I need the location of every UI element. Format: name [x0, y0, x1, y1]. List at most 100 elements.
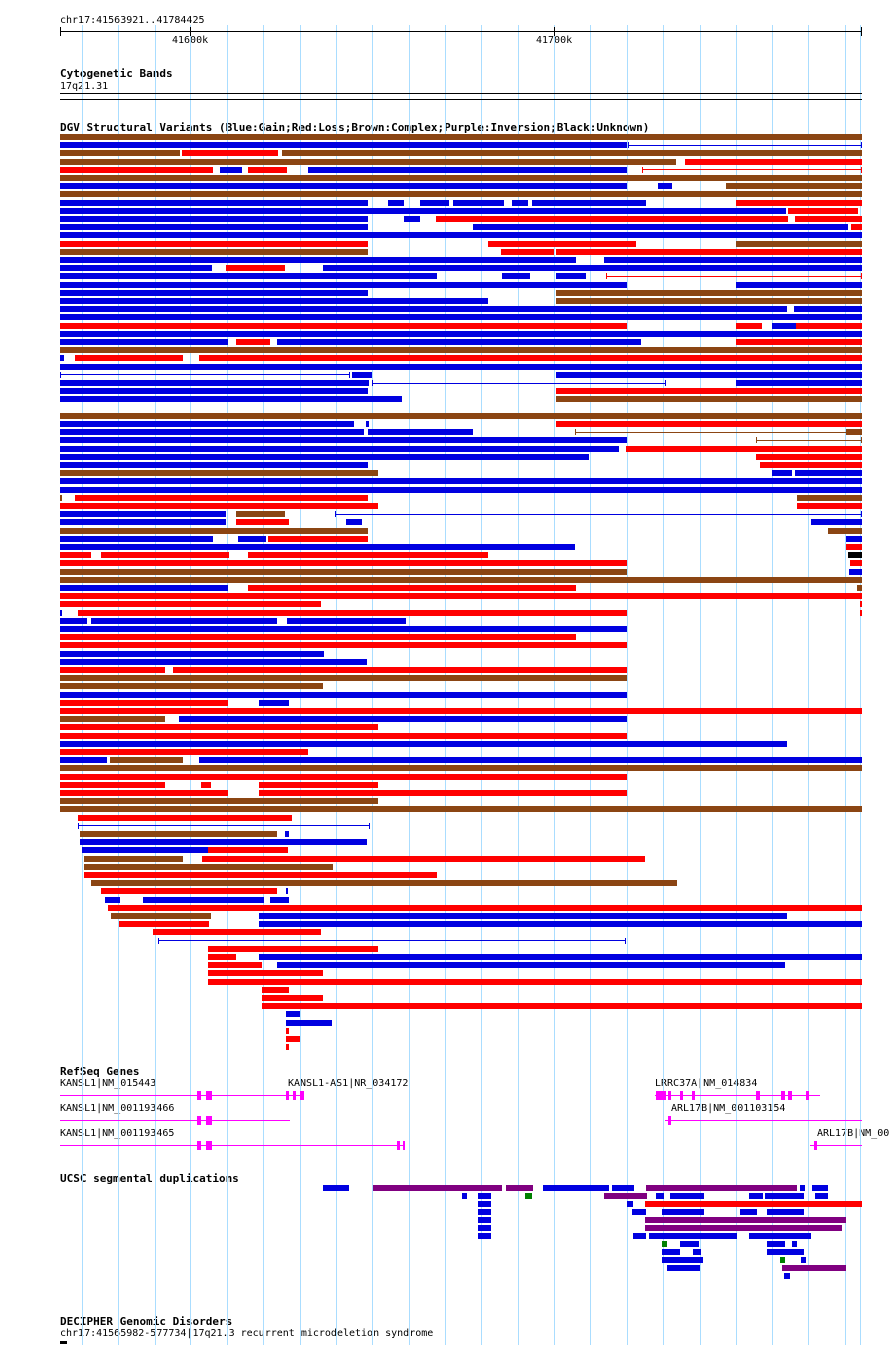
dgv-loss-variant[interactable] — [262, 995, 323, 1001]
dgv-complex-variant[interactable] — [60, 716, 165, 723]
dgv-loss-variant[interactable] — [861, 166, 862, 173]
segmental-duplication[interactable] — [815, 1193, 828, 1199]
dgv-loss-variant[interactable] — [286, 1027, 289, 1034]
dgv-complex-variant[interactable] — [60, 175, 862, 181]
dgv-loss-variant[interactable] — [208, 945, 378, 952]
segmental-duplication[interactable] — [478, 1209, 491, 1215]
dgv-gain-variant[interactable] — [220, 166, 242, 173]
dgv-gain-variant[interactable] — [60, 445, 619, 452]
dgv-loss-variant[interactable] — [60, 322, 627, 329]
segmental-duplication[interactable] — [662, 1241, 667, 1247]
dgv-gain-variant[interactable] — [60, 486, 862, 493]
dgv-gain-variant[interactable] — [60, 142, 627, 149]
dgv-gain-variant[interactable] — [60, 330, 862, 337]
dgv-loss-variant[interactable] — [60, 749, 308, 755]
dgv-complex-variant[interactable] — [60, 494, 62, 501]
dgv-gain-variant[interactable] — [60, 757, 107, 764]
dgv-loss-variant[interactable] — [248, 585, 576, 591]
dgv-loss-variant[interactable] — [236, 519, 289, 526]
gene-exon[interactable] — [806, 1091, 809, 1100]
dgv-loss-variant[interactable] — [60, 593, 862, 600]
dgv-gain-variant[interactable] — [604, 257, 862, 263]
dgv-loss-variant[interactable] — [626, 445, 862, 452]
dgv-loss-variant[interactable] — [501, 248, 554, 255]
gene-label-kansl1-nm001193465[interactable]: KANSL1|NM_001193465 — [60, 1128, 174, 1140]
gene-exon[interactable] — [293, 1091, 296, 1100]
dgv-complex-variant[interactable] — [60, 470, 378, 477]
dgv-gain-variant[interactable] — [60, 421, 354, 427]
dgv-loss-variant[interactable] — [556, 421, 862, 427]
dgv-gain-variant[interactable] — [60, 374, 350, 376]
dgv-gain-variant[interactable] — [335, 513, 862, 515]
dgv-loss-variant[interactable] — [78, 609, 627, 616]
dgv-complex-variant[interactable] — [282, 150, 862, 157]
dgv-complex-variant[interactable] — [91, 880, 677, 887]
dgv-loss-variant[interactable] — [60, 724, 378, 731]
segmental-duplication[interactable] — [662, 1209, 704, 1215]
dgv-loss-variant[interactable] — [760, 462, 862, 468]
dgv-loss-variant[interactable] — [84, 872, 437, 878]
gene-label-lrrc37a[interactable]: LRRC37A|NM_014834 — [655, 1078, 758, 1089]
dgv-gain-variant[interactable] — [60, 355, 64, 362]
dgv-gain-variant[interactable] — [60, 478, 862, 485]
dgv-gain-variant[interactable] — [60, 544, 575, 550]
dgv-loss-variant[interactable] — [259, 781, 378, 788]
dgv-gain-variant[interactable] — [60, 199, 368, 206]
dgv-loss-variant[interactable] — [436, 216, 788, 222]
dgv-loss-variant[interactable] — [236, 339, 270, 345]
dgv-gain-variant[interactable] — [473, 224, 848, 231]
gene-label-kansl1-nm001193466[interactable]: KANSL1|NM_001193466 — [60, 1103, 174, 1115]
gene-exon[interactable] — [197, 1091, 201, 1100]
segmental-duplication[interactable] — [800, 1185, 805, 1191]
dgv-gain-variant[interactable] — [420, 199, 449, 206]
dgv-gain-variant[interactable] — [259, 954, 862, 960]
dgv-loss-variant[interactable] — [208, 970, 323, 977]
dgv-loss-variant[interactable] — [556, 248, 862, 255]
dgv-loss-variant[interactable] — [60, 560, 627, 567]
gene-exon[interactable] — [668, 1116, 671, 1125]
segmental-duplication[interactable] — [462, 1193, 467, 1199]
dgv-loss-variant[interactable] — [108, 904, 862, 911]
dgv-loss-variant[interactable] — [286, 1036, 300, 1042]
dgv-gain-variant[interactable] — [665, 380, 666, 386]
dgv-gain-variant[interactable] — [287, 617, 406, 624]
dgv-loss-variant[interactable] — [606, 273, 607, 280]
dgv-loss-variant[interactable] — [173, 667, 627, 673]
dgv-gain-variant[interactable] — [60, 437, 627, 444]
dgv-loss-variant[interactable] — [606, 275, 862, 277]
dgv-gain-variant[interactable] — [60, 388, 368, 395]
dgv-gain-variant[interactable] — [285, 831, 289, 837]
gene-intron-line[interactable] — [60, 1095, 300, 1096]
dgv-complex-variant[interactable] — [828, 527, 862, 534]
dgv-gain-variant[interactable] — [628, 142, 629, 149]
gene-exon[interactable] — [206, 1141, 212, 1150]
dgv-loss-variant[interactable] — [60, 552, 91, 559]
dgv-loss-variant[interactable] — [226, 265, 285, 272]
segmental-duplication[interactable] — [478, 1225, 491, 1231]
segmental-duplication[interactable] — [740, 1209, 757, 1215]
dgv-complex-variant[interactable] — [60, 134, 862, 140]
segmental-duplication[interactable] — [525, 1193, 532, 1199]
segmental-duplication[interactable] — [767, 1249, 804, 1255]
dgv-gain-variant[interactable] — [861, 142, 862, 149]
dgv-complex-variant[interactable] — [846, 429, 862, 436]
gene-exon[interactable] — [814, 1141, 817, 1150]
gene-intron-line[interactable] — [655, 1095, 820, 1096]
dgv-gain-variant[interactable] — [277, 339, 641, 345]
dgv-loss-variant[interactable] — [860, 609, 862, 616]
dgv-gain-variant[interactable] — [532, 199, 646, 206]
dgv-loss-variant[interactable] — [736, 322, 762, 329]
dgv-gain-variant[interactable] — [60, 585, 228, 591]
dgv-complex-variant[interactable] — [60, 347, 862, 354]
dgv-gain-variant[interactable] — [772, 322, 796, 329]
dgv-loss-variant[interactable] — [795, 216, 862, 222]
dgv-complex-variant[interactable] — [857, 585, 862, 591]
segmental-duplication[interactable] — [767, 1209, 804, 1215]
dgv-loss-variant[interactable] — [202, 855, 645, 862]
dgv-gain-variant[interactable] — [105, 896, 120, 903]
dgv-loss-variant[interactable] — [850, 560, 862, 567]
dgv-gain-variant[interactable] — [736, 281, 862, 288]
dgv-complex-variant[interactable] — [556, 289, 862, 296]
dgv-gain-variant[interactable] — [259, 699, 289, 706]
dgv-gain-variant[interactable] — [277, 962, 785, 969]
